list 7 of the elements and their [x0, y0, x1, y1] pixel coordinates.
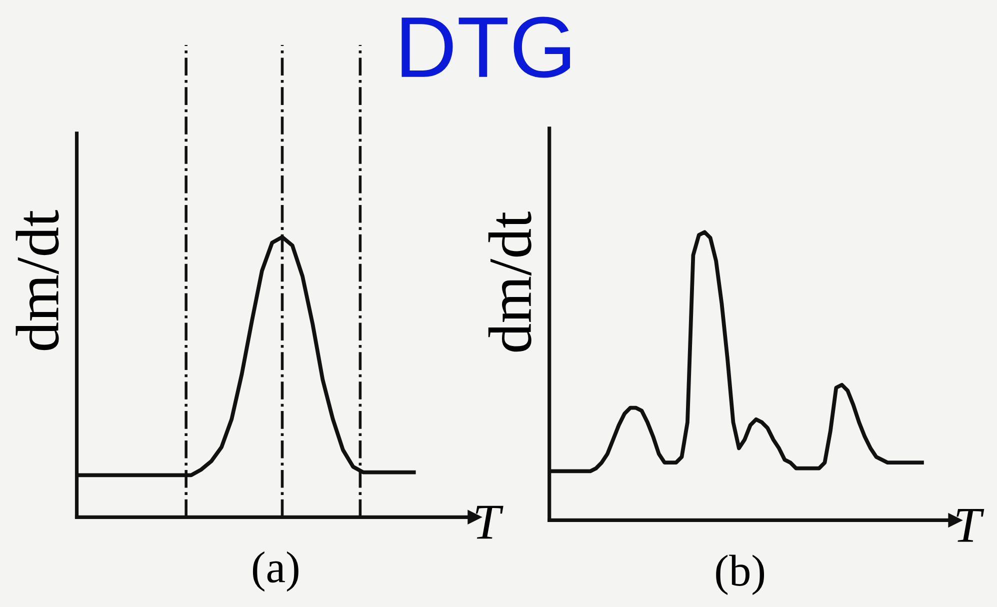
y-axis-title: dm/dt: [16, 210, 59, 350]
chart-title: DTG: [402, 16, 570, 78]
x-axis-title: T: [476, 506, 504, 539]
y-axis-title: dm/dt: [488, 212, 532, 352]
x-axis-title: T: [956, 508, 984, 542]
text: (a): [252, 551, 298, 592]
text: (b): [716, 554, 764, 596]
